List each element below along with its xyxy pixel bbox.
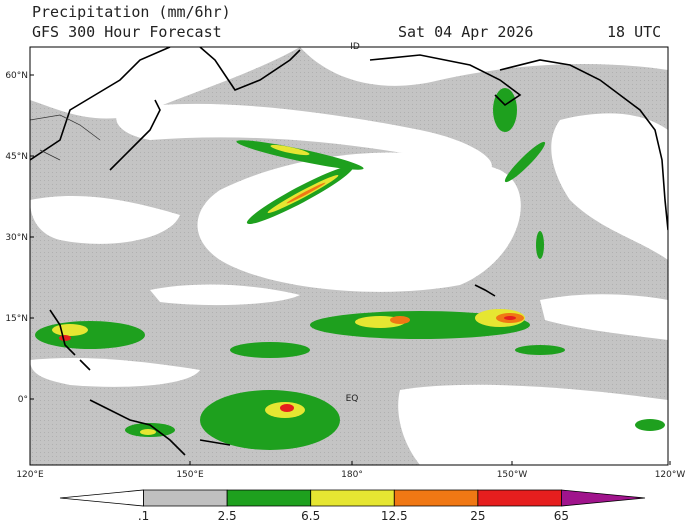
colorbar-label: .1 [138, 509, 149, 523]
colorbar-swatch [226, 489, 312, 507]
lon-label: 150°W [497, 470, 528, 480]
colorbar-swatch [393, 489, 479, 507]
map [30, 47, 668, 465]
time: 18 UTC [607, 23, 661, 41]
subtitle: GFS 300 Hour Forecast [32, 23, 222, 41]
lat-label: 60°N [5, 71, 28, 81]
colorbar-swatch [59, 489, 144, 507]
map-marker: EQ [346, 394, 359, 404]
dry-areas [30, 47, 668, 465]
colorbar-label: 65 [554, 509, 569, 523]
colorbar-swatch [310, 489, 395, 507]
coastlines [30, 47, 668, 456]
colorbar: .1 2.5 6.5 12.5 25 65 [59, 489, 646, 523]
colorbar-swatch [477, 489, 562, 507]
colorbar-label: 6.5 [301, 509, 320, 523]
lon-label: 120°W [655, 470, 686, 480]
map-marker: ID [350, 42, 360, 52]
colorbar-label: 2.5 [218, 509, 237, 523]
colorbar-swatch [561, 489, 646, 507]
map-frame [29, 46, 669, 466]
axes: 60°N 45°N 30°N 15°N 0° 120°E 150°E 180° 150°W 120… [5, 42, 685, 480]
lat-label: 15°N [5, 314, 28, 324]
lat-label: 0° [18, 395, 28, 405]
date: Sat 04 Apr 2026 [398, 23, 533, 41]
lat-label: 45°N [5, 152, 28, 162]
lat-label: 30°N [5, 233, 28, 243]
colorbar-label: 25 [470, 509, 485, 523]
colorbar-label: 12.5 [381, 509, 408, 523]
title: Precipitation (mm/6hr) [32, 3, 231, 21]
colorbar-swatch [143, 489, 228, 507]
lon-label: 150°E [176, 470, 204, 480]
lon-label: 180° [341, 470, 363, 480]
lon-label: 120°E [16, 470, 44, 480]
